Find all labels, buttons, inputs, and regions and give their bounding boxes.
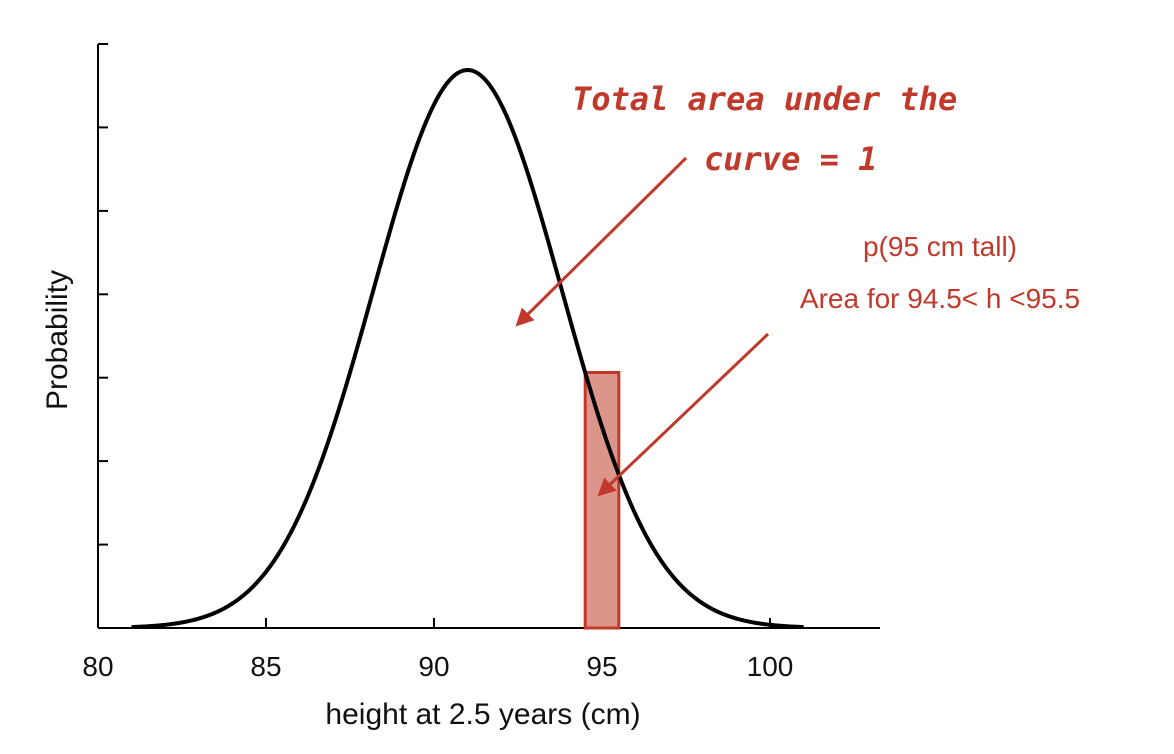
annotation-total-area: Total area under the curve = 1 (515, 80, 957, 327)
x-tick-labels: 80 85 90 95 100 (82, 651, 793, 682)
x-tick-label-90: 90 (418, 651, 449, 682)
annotation-p95-arrow (597, 332, 770, 497)
annotation-p95-line-2: Area for 94.5< h <95.5 (800, 283, 1080, 314)
x-tick-label-85: 85 (250, 651, 281, 682)
y-ticks (98, 43, 108, 546)
annotation-p95-line-1: p(95 cm tall) (863, 231, 1017, 262)
x-tick-label-80: 80 (82, 651, 113, 682)
shaded-area-94-5-to-95-5 (583, 371, 621, 630)
y-axis-label: Probability (41, 270, 74, 410)
annotation-total-area-line-2: curve = 1 (704, 140, 877, 178)
x-tick-label-95: 95 (586, 651, 617, 682)
annotation-p95: p(95 cm tall) Area for 94.5< h <95.5 (597, 231, 1080, 497)
plot-frame (97, 44, 880, 629)
annotation-total-area-line-1: Total area under the (572, 80, 957, 118)
density-curve (131, 67, 804, 630)
annotation-total-area-arrow (515, 156, 688, 327)
x-tick-label-100: 100 (747, 651, 794, 682)
x-axis-label: height at 2.5 years (cm) (325, 698, 640, 731)
x-ticks (265, 618, 771, 628)
